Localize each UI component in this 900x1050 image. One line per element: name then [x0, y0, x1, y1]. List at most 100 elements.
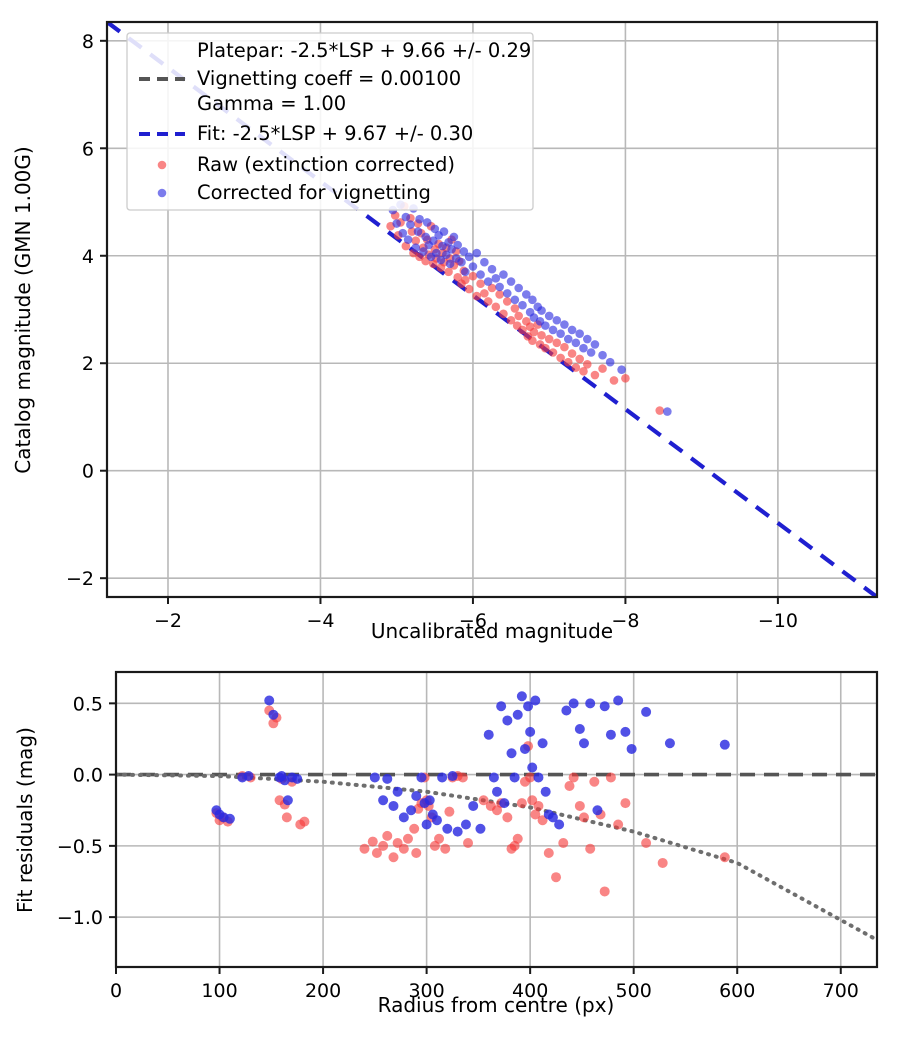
- bottom-raw-data-point: [613, 819, 624, 830]
- bottom-raw-data-point: [463, 838, 474, 849]
- bottom-corrected-data-point: [243, 771, 254, 782]
- top-x-tick-label: −4: [306, 610, 334, 632]
- bottom-corrected-data-point: [605, 729, 616, 740]
- raw-data-point: [472, 291, 482, 301]
- corrected-data-point: [575, 329, 584, 338]
- bottom-raw-data-point: [444, 806, 455, 817]
- corrected-data-point: [571, 338, 581, 348]
- raw-data-point: [476, 279, 485, 289]
- corrected-data-point: [560, 320, 569, 329]
- corrected-data-point: [441, 250, 451, 259]
- bottom-axes-frame: [114, 670, 879, 969]
- bottom-y-tick-labels: 0.5 0.0 −0.5 −1.0: [57, 693, 116, 929]
- top-yaxis-label: Catalog magnitude (GMN 1.00G): [11, 146, 35, 473]
- corrected-data-point: [422, 218, 432, 227]
- bottom-raw-data-point: [478, 795, 489, 806]
- corrected-data-point: [468, 262, 478, 271]
- raw-data-point: [609, 376, 619, 385]
- top-y-tick-labels: −2 0 2 4 6 8: [66, 31, 107, 590]
- top-x-tick-label: −6: [459, 610, 487, 632]
- top-xaxis-label: Uncalibrated magnitude: [371, 619, 613, 643]
- raw-data-point: [444, 267, 453, 277]
- corrected-data-point: [556, 329, 565, 338]
- corrected-data-point: [514, 283, 523, 293]
- bottom-corrected-data-point: [264, 695, 275, 706]
- bottom-raw-data-point: [388, 852, 399, 863]
- raw-data-point: [571, 363, 581, 372]
- bottom-corrected-data-point: [411, 790, 422, 801]
- top-x-tick-label: −10: [758, 610, 798, 632]
- bottom-raw-data-point: [411, 847, 422, 858]
- raw-data-point: [598, 364, 607, 373]
- corrected-data-point: [403, 235, 413, 244]
- bottom-raw-data-point: [530, 809, 541, 820]
- corrected-data-point: [421, 232, 430, 242]
- raw-data-point: [579, 366, 588, 376]
- bottom-raw-data-point: [382, 830, 393, 841]
- bottom-corrected-data-point: [719, 739, 730, 750]
- bottom-corrected-data-point: [468, 800, 479, 811]
- bottom-corrected-data-point: [525, 726, 536, 737]
- bottom-raw-data-point: [281, 812, 292, 823]
- corrected-data-point: [453, 240, 462, 250]
- raw-data-point: [582, 360, 592, 369]
- bottom-raw-data-point: [568, 772, 579, 783]
- bottom-corrected-data-point: [292, 773, 303, 784]
- bottom-corrected-data-point: [506, 748, 517, 759]
- bottom-corrected-data-point: [460, 819, 471, 830]
- raw-data-point: [590, 370, 600, 380]
- bottom-corrected-data-point: [620, 726, 631, 737]
- corrected-data-point: [428, 236, 438, 246]
- top-y-tick-label: 6: [82, 138, 94, 160]
- raw-data-point: [544, 334, 554, 344]
- raw-data-point: [514, 311, 523, 321]
- bottom-corrected-data-point: [547, 812, 558, 823]
- bottom-corrected-data-point: [664, 738, 675, 749]
- bottom-raw-data-point: [589, 776, 600, 787]
- bottom-corrected-data-point: [523, 701, 534, 712]
- corrected-data-point: [459, 247, 469, 256]
- bottom-corrected-data-point: [421, 819, 432, 830]
- corrected-data-point: [506, 277, 516, 286]
- bottom-raw-data-point: [502, 812, 513, 823]
- raw-data-point: [560, 342, 569, 352]
- raw-data-point: [518, 325, 527, 335]
- corrected-data-point: [392, 219, 402, 228]
- bottom-data-layer: [116, 691, 877, 942]
- corrected-data-point: [449, 232, 459, 242]
- corrected-data-point: [483, 277, 493, 286]
- bottom-x-tick-label: 400: [512, 980, 548, 1002]
- bottom-corrected-data-point: [626, 743, 637, 754]
- corrected-data-point: [413, 227, 423, 236]
- corrected-data-point: [436, 255, 446, 265]
- bottom-x-tick-label: 500: [616, 980, 652, 1002]
- corrected-data-point: [411, 243, 421, 253]
- bottom-corrected-data-point: [424, 795, 435, 806]
- bottom-corrected-data-point: [568, 698, 579, 709]
- corrected-data-point: [499, 270, 508, 279]
- raw-data-point: [556, 353, 565, 363]
- bottom-corrected-data-point: [475, 823, 486, 834]
- bottom-corrected-data-point: [496, 701, 507, 712]
- corrected-data-point: [430, 224, 440, 234]
- corrected-data-point: [419, 247, 428, 256]
- bottom-corrected-data-point: [599, 701, 610, 712]
- bottom-corrected-data-point: [416, 772, 427, 783]
- raw-data-point: [480, 289, 489, 298]
- corrected-data-point: [563, 334, 573, 344]
- bottom-raw-data-point: [367, 836, 378, 847]
- bottom-corrected-data-point: [613, 695, 624, 706]
- bottom-corrected-data-point: [392, 786, 403, 797]
- legend-entry-label: Raw (extinction corrected): [197, 153, 455, 176]
- raw-data-point: [655, 406, 665, 415]
- bottom-corrected-data-point: [492, 786, 503, 797]
- raw-data-point: [575, 354, 584, 364]
- top-y-tick-label: 0: [82, 461, 94, 483]
- corrected-data-point: [476, 270, 485, 279]
- corrected-points-group: [388, 200, 672, 416]
- top-panel: −2 −4 −6 −8 −10 −2 0 2 4 6 8 Uncalibrated magnitu…: [11, 20, 879, 643]
- legend-entry-label: Vignetting coeff = 0.00100: [197, 67, 461, 90]
- bottom-panel: 0 100 200 300 400 500 600 700 0.5 0.0 −0.5 −1.0 Ra…: [13, 670, 879, 1017]
- bottom-raw-data-point: [543, 847, 554, 858]
